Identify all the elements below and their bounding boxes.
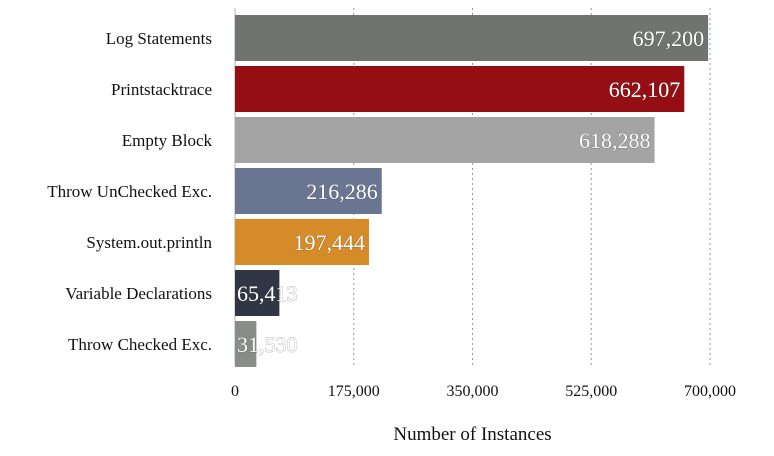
bar: [235, 168, 382, 214]
category-label: Variable Declarations: [65, 284, 212, 303]
value-label: 216,286: [306, 179, 378, 204]
value-labels: 697,200 662,107 618,288 216,286 197,444 65,41…: [237, 26, 705, 358]
value-label: 697,200: [633, 26, 705, 51]
value-label: 618,288: [579, 128, 651, 153]
bar: [235, 117, 655, 163]
x-tick-label: 700,000: [684, 383, 736, 400]
value-label: 31,530: [237, 332, 298, 357]
x-axis-title: Number of Instances: [393, 424, 551, 445]
value-label: 197,444: [293, 230, 365, 255]
category-labels: Log Statements Printstacktrace Empty Block…: [47, 29, 212, 354]
category-label: Log Statements: [106, 29, 212, 48]
category-label: Empty Block: [122, 131, 213, 150]
bar: [235, 321, 257, 367]
x-tick-label: 175,000: [328, 383, 380, 400]
bar: [235, 15, 709, 61]
value-label: 662,107: [609, 77, 681, 102]
bar: [235, 66, 685, 112]
x-tick-label: 0: [231, 383, 239, 400]
bars: [235, 15, 709, 367]
category-label: Printstacktrace: [111, 80, 212, 99]
category-label: System.out.println: [86, 233, 212, 252]
x-tick-labels: 0 175,000 350,000 525,000 700,000: [231, 383, 736, 400]
category-label: Throw Checked Exc.: [68, 335, 212, 354]
x-tick-label: 525,000: [565, 383, 617, 400]
x-tick-label: 350,000: [447, 383, 499, 400]
category-label: Throw UnChecked Exc.: [47, 182, 212, 201]
value-label: 65,413: [237, 281, 298, 306]
bar: [235, 270, 280, 316]
bar: [235, 219, 369, 265]
